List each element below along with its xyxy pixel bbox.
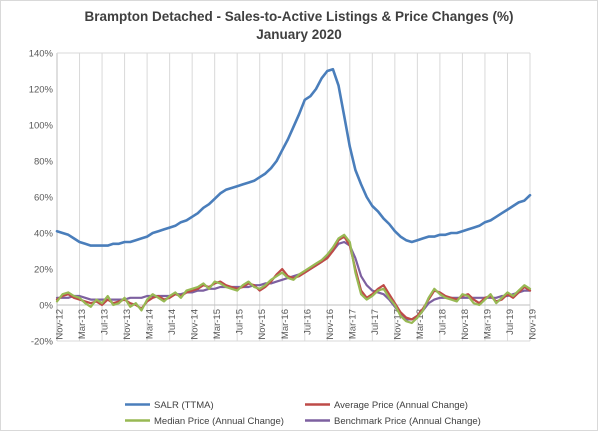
x-tick-label: Mar-18	[415, 309, 426, 339]
y-tick-label: 20%	[34, 265, 54, 276]
series-line-salr-ttma	[55, 67, 532, 247]
y-tick-label: 80%	[34, 157, 54, 168]
x-tick-label: Jul-17	[370, 309, 381, 335]
x-tick-label: Jul-19	[505, 309, 516, 335]
x-tick-label: Mar-13	[77, 309, 88, 339]
chart-title: Brampton Detached - Sales-to-Active List…	[84, 9, 514, 24]
y-tick-label: 40%	[34, 229, 54, 240]
x-tick-label: Nov-14	[190, 309, 201, 340]
x-tick-label: Nov-18	[460, 309, 471, 340]
x-tick-label: Jul-14	[167, 309, 178, 335]
y-tick-label: 0%	[39, 301, 53, 312]
series-line-median-price-annual-change	[55, 233, 532, 325]
x-tick-label: Jul-15	[235, 309, 246, 335]
x-tick-label: Mar-15	[212, 309, 223, 339]
y-tick-label: 140%	[29, 49, 54, 60]
x-tick-label: Jul-16	[302, 309, 313, 335]
series-line-average-price-annual-change	[55, 235, 532, 321]
y-tick-label: 60%	[34, 193, 54, 204]
x-tick-label: Jul-18	[437, 309, 448, 335]
legend-label: Median Price (Annual Change)	[154, 416, 284, 427]
y-tick-label: 100%	[29, 121, 54, 132]
x-tick-label: Nov-19	[528, 309, 539, 340]
x-tick-label: Nov-13	[122, 309, 133, 340]
x-tick-label: Mar-17	[347, 309, 358, 339]
legend-label: SALR (TTMA)	[154, 400, 214, 411]
x-tick-label: Mar-19	[482, 309, 493, 339]
x-tick-label: Nov-12	[55, 309, 66, 340]
legend-label: Average Price (Annual Change)	[334, 400, 468, 411]
x-tick-label: Nov-15	[257, 309, 268, 340]
x-tick-label: Mar-14	[145, 309, 156, 339]
legend-label: Benchmark Price (Annual Change)	[334, 416, 481, 427]
chart-subtitle: January 2020	[256, 27, 342, 42]
x-tick-label: Nov-16	[325, 309, 336, 340]
x-tick-label: Mar-16	[280, 309, 291, 339]
y-tick-label: -20%	[31, 337, 54, 348]
x-tick-label: Jul-13	[100, 309, 111, 335]
y-tick-label: 120%	[29, 85, 54, 96]
x-tick-label: Nov-17	[392, 309, 403, 340]
